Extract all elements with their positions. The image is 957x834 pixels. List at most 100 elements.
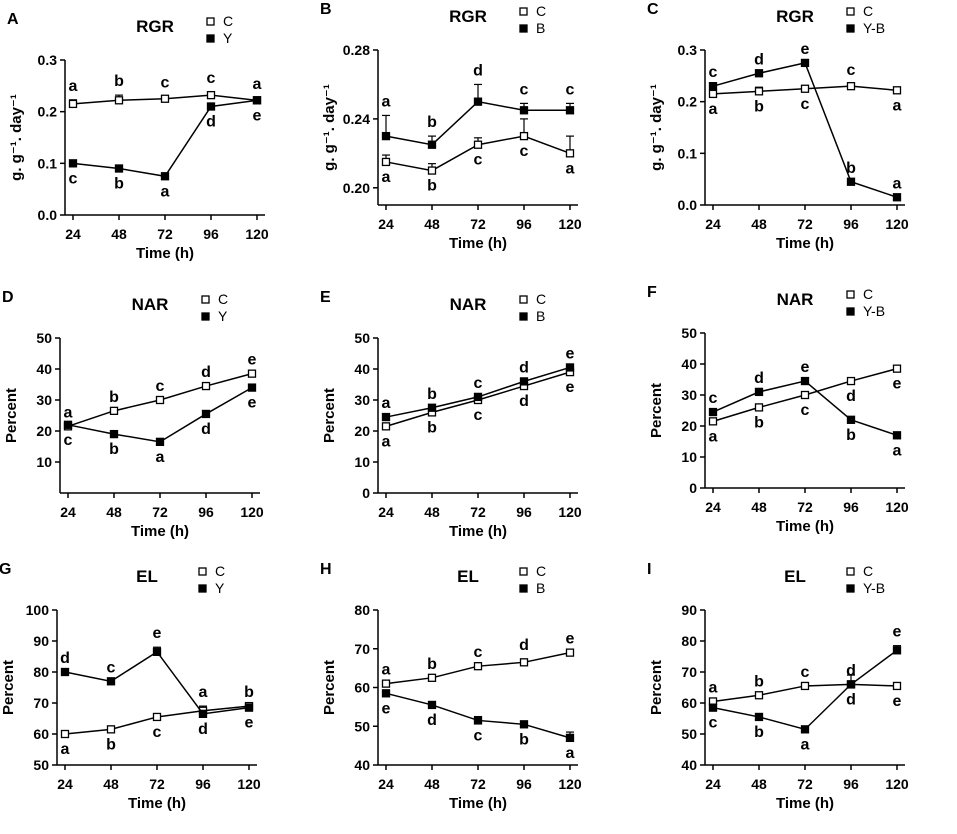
legend-marker xyxy=(202,296,209,303)
data-point xyxy=(475,141,482,148)
legend-marker xyxy=(199,568,206,575)
data-point xyxy=(475,663,482,670)
data-point xyxy=(567,150,574,157)
data-point xyxy=(521,659,528,666)
significance-letter: a xyxy=(566,160,575,177)
x-tick-label: 72 xyxy=(157,226,173,242)
chart-title: NAR xyxy=(132,295,169,314)
data-point xyxy=(756,388,763,395)
significance-letter: a xyxy=(893,97,902,114)
significance-letter: b xyxy=(427,114,437,131)
significance-letter: d xyxy=(473,62,483,79)
significance-letter: b xyxy=(109,389,119,406)
significance-letter: c xyxy=(474,407,483,424)
y-axis-label: g. g⁻¹. day⁻¹ xyxy=(8,94,25,181)
x-tick-label: 120 xyxy=(885,499,909,515)
data-point xyxy=(710,90,717,97)
x-tick-label: 96 xyxy=(843,776,859,792)
panel-letter: B xyxy=(320,1,332,18)
y-tick-label: 10 xyxy=(36,454,52,470)
x-tick-label: 48 xyxy=(751,216,767,232)
data-point xyxy=(203,383,210,390)
data-point xyxy=(70,160,77,167)
y-tick-label: 100 xyxy=(26,602,50,618)
data-point xyxy=(894,194,901,201)
x-tick-label: 24 xyxy=(57,776,73,792)
data-point xyxy=(429,404,436,411)
significance-letter: c xyxy=(69,170,78,187)
series-line xyxy=(68,388,252,442)
data-point xyxy=(154,648,161,655)
data-point xyxy=(848,83,855,90)
significance-letter: e xyxy=(248,352,257,369)
significance-letter: b xyxy=(754,724,764,741)
x-tick-label: 72 xyxy=(797,216,813,232)
significance-letter: b xyxy=(109,441,119,458)
y-axis-label: Percent xyxy=(0,660,17,715)
x-tick-label: 48 xyxy=(424,776,440,792)
y-tick-label: 0.3 xyxy=(38,52,58,68)
significance-letter: c xyxy=(64,432,73,449)
y-axis-label: Percent xyxy=(648,660,665,715)
chart-title: EL xyxy=(457,567,479,586)
data-point xyxy=(70,100,77,107)
data-point xyxy=(383,133,390,140)
panel-letter: C xyxy=(647,1,659,18)
x-tick-label: 24 xyxy=(60,504,76,520)
y-tick-label: 40 xyxy=(354,757,370,773)
x-axis-label: Time (h) xyxy=(128,795,186,812)
significance-letter: c xyxy=(156,378,165,395)
x-tick-label: 120 xyxy=(558,504,582,520)
legend-marker xyxy=(202,313,209,320)
x-tick-label: 24 xyxy=(705,499,721,515)
legend-marker xyxy=(847,585,854,592)
legend-marker xyxy=(520,25,527,32)
y-axis-label: g. g⁻¹. day⁻¹ xyxy=(648,84,665,171)
data-point xyxy=(383,158,390,165)
x-tick-label: 96 xyxy=(516,504,532,520)
legend-marker xyxy=(207,18,214,25)
data-point xyxy=(475,98,482,105)
significance-letter: c xyxy=(709,390,718,407)
x-tick-label: 96 xyxy=(195,776,211,792)
chart-title: RGR xyxy=(776,7,814,26)
data-point xyxy=(111,431,118,438)
significance-letter: a xyxy=(161,183,170,200)
legend-marker xyxy=(199,585,206,592)
data-point xyxy=(246,704,253,711)
significance-letter: a xyxy=(199,684,208,701)
y-tick-label: 60 xyxy=(33,726,49,742)
significance-letter: e xyxy=(566,631,575,648)
legend-marker xyxy=(520,585,527,592)
y-tick-label: 70 xyxy=(33,695,49,711)
x-tick-label: 72 xyxy=(152,504,168,520)
data-point xyxy=(894,647,901,654)
x-tick-label: 24 xyxy=(705,776,721,792)
data-point xyxy=(710,704,717,711)
x-tick-label: 48 xyxy=(111,226,127,242)
y-tick-label: 50 xyxy=(681,325,697,341)
x-tick-label: 72 xyxy=(470,216,486,232)
y-tick-label: 20 xyxy=(354,423,370,439)
y-tick-label: 0 xyxy=(689,480,697,496)
significance-letter: d xyxy=(519,637,529,654)
significance-letter: b xyxy=(846,427,856,444)
y-tick-label: 60 xyxy=(354,680,370,696)
data-point xyxy=(710,83,717,90)
y-tick-label: 20 xyxy=(36,423,52,439)
y-axis-label: Percent xyxy=(3,388,20,443)
legend-label: Y xyxy=(223,30,233,46)
y-tick-label: 0.0 xyxy=(38,207,58,223)
data-point xyxy=(429,167,436,174)
significance-letter: a xyxy=(801,736,810,753)
significance-letter: b xyxy=(244,684,254,701)
chart-title: NAR xyxy=(450,295,487,314)
significance-letter: c xyxy=(107,659,116,676)
legend-marker xyxy=(520,313,527,320)
panel-i: IEL40506070809024487296120Time (h)Percen… xyxy=(647,561,909,812)
significance-letter: a xyxy=(253,76,262,93)
y-axis-label: Percent xyxy=(321,660,338,715)
significance-letter: d xyxy=(519,359,529,376)
significance-letter: a xyxy=(382,662,391,679)
x-tick-label: 24 xyxy=(65,226,81,242)
